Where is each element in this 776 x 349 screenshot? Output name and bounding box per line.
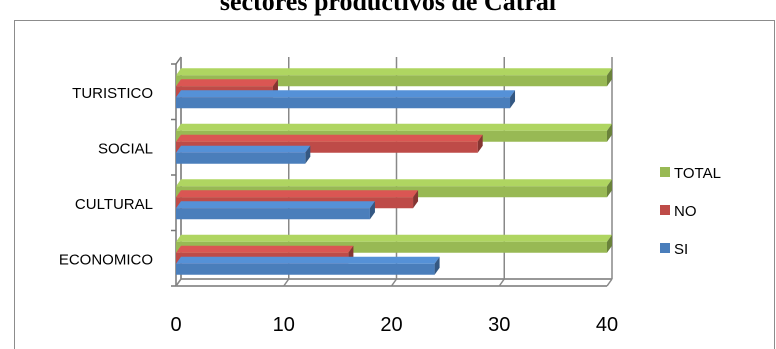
tick-label: 10 (273, 314, 295, 336)
bar-top-face (176, 190, 419, 198)
bars (176, 68, 612, 275)
category-label: SOCIAL (98, 140, 153, 157)
bar-end-face (477, 134, 483, 153)
bar-end-face (607, 179, 612, 198)
bar-front-face (176, 241, 607, 253)
legend-swatch (660, 205, 670, 215)
tick-label: 20 (380, 314, 402, 336)
bar-front-face (176, 75, 607, 87)
bar-top-face (176, 201, 375, 209)
tick-label: 40 (596, 314, 618, 336)
gridline-floor (498, 278, 505, 287)
bar-front-face (176, 152, 306, 164)
bar-top-face (176, 179, 612, 187)
chart-title: sectores productivos de Catral (219, 0, 557, 16)
bar-si-economico (176, 256, 440, 275)
gridline-floor (175, 278, 182, 287)
category-label: TURISTICO (72, 85, 153, 102)
tick-label: 0 (170, 314, 181, 336)
bar-end-face (607, 68, 612, 87)
bar-front-face (176, 141, 478, 153)
bar-front-face (176, 208, 370, 220)
category-label: ECONOMICO (59, 251, 153, 268)
legend-item-no: NO (660, 203, 697, 220)
bar-end-face (510, 90, 516, 109)
bar-end-face (607, 234, 612, 253)
legend-label: SI (674, 241, 688, 258)
legend-item-total: TOTAL (660, 165, 721, 182)
bar-end-face (607, 123, 612, 142)
bar-top-face (176, 68, 612, 76)
legend-item-si: SI (660, 241, 688, 258)
bar-si-cultural (176, 201, 375, 220)
legend: TOTAL NO SI (660, 165, 721, 258)
bar-front-face (176, 97, 511, 109)
bar-top-face (176, 79, 278, 87)
bar-end-face (434, 256, 440, 275)
bar-front-face (176, 263, 435, 275)
bar-end-face (369, 201, 375, 220)
top-edge (175, 56, 182, 65)
bar-no-social (176, 134, 483, 153)
gridline-floor (390, 278, 398, 287)
gridline-floor (606, 278, 613, 287)
tick-labels: 0 10 20 30 40 (170, 314, 618, 336)
category-labels: ECONOMICO CULTURAL SOCIAL TURISTICO (59, 85, 153, 269)
bar-top-face (176, 90, 516, 98)
legend-label: TOTAL (674, 165, 721, 182)
bar-top-face (176, 245, 354, 253)
bar-si-social (176, 145, 311, 164)
tick-label: 30 (488, 314, 510, 336)
bar-end-face (305, 145, 311, 164)
legend-swatch (660, 167, 670, 177)
bar-top-face (176, 123, 612, 131)
bar-top-face (176, 145, 311, 153)
legend-label: NO (674, 203, 697, 220)
bar-si-turistico (176, 90, 516, 109)
bar-end-face (413, 190, 419, 209)
gridline-floor (283, 278, 290, 287)
bar-top-face (176, 256, 440, 264)
bar-total-economico (176, 234, 612, 253)
bar-total-turistico (176, 68, 612, 87)
bar-top-face (176, 134, 483, 142)
legend-swatch (660, 243, 670, 253)
bar-top-face (176, 234, 612, 242)
category-label: CULTURAL (75, 196, 153, 213)
